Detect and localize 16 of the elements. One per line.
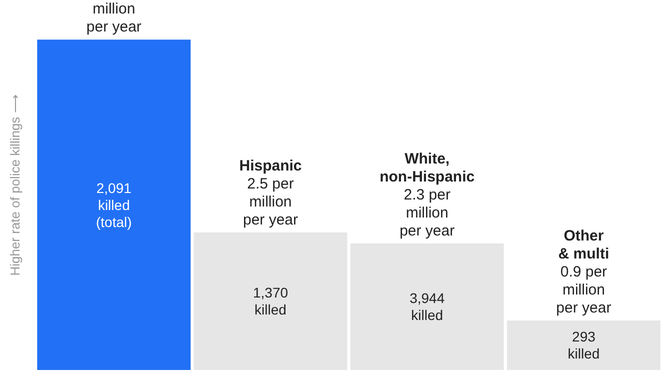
annotation: 1,370 killed — [252, 284, 288, 318]
bar — [506, 320, 660, 370]
data-label: 2.5 per million per year — [242, 175, 298, 228]
x-tick-label: Hispanic — [239, 157, 302, 174]
annotation: 2,091 killed (total) — [96, 180, 132, 230]
x-tick-label: Other & multi — [558, 227, 610, 262]
bar — [350, 243, 504, 370]
bar — [194, 232, 348, 370]
data-label: million per year — [86, 0, 142, 36]
data-label: 0.9 per million per year — [556, 263, 612, 316]
annotation: 293 killed — [568, 328, 600, 362]
data-label: 2.3 per million per year — [400, 186, 455, 240]
annotation: 3,944 killed — [410, 290, 445, 324]
bar — [37, 40, 191, 370]
y-axis-title: Higher rate of police killings ⟶ — [7, 94, 22, 276]
x-tick-label: White, non-Hispanic — [380, 150, 475, 186]
